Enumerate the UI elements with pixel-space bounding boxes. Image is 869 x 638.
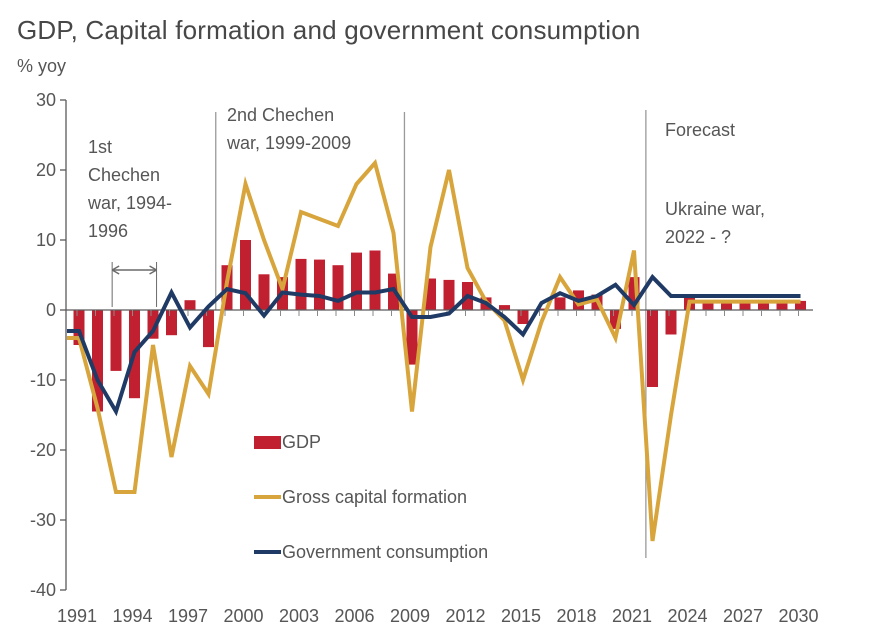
svg-text:2009: 2009	[390, 606, 430, 626]
svg-text:10: 10	[36, 230, 56, 250]
legend-label-gross-capital-formation: Gross capital formation	[282, 486, 468, 507]
svg-text:2000: 2000	[223, 606, 263, 626]
legend-label-gdp: GDP	[282, 431, 322, 452]
svg-text:0: 0	[46, 300, 56, 320]
legend-item-government-consumption: Government consumption	[254, 540, 488, 564]
chart-title: GDP, Capital formation and government co…	[17, 15, 641, 45]
legend-item-gross-capital-formation: Gross capital formation	[254, 485, 467, 509]
svg-text:-30: -30	[30, 510, 56, 530]
svg-text:30: 30	[36, 90, 56, 110]
svg-text:1997: 1997	[168, 606, 208, 626]
svg-text:1991: 1991	[57, 606, 97, 626]
svg-text:2024: 2024	[667, 606, 707, 626]
svg-text:20: 20	[36, 160, 56, 180]
svg-text:2003: 2003	[279, 606, 319, 626]
svg-text:2018: 2018	[556, 606, 596, 626]
svg-text:-10: -10	[30, 370, 56, 390]
svg-text:-40: -40	[30, 580, 56, 600]
annotation-ukraine-war: Ukraine war, 2022 - ?	[665, 199, 766, 247]
y-axis-unit-label: % yoy	[17, 56, 67, 76]
svg-text:-20: -20	[30, 440, 56, 460]
annotation-1st-chechen-war: 1st Chechen war, 1994- 1996	[88, 137, 173, 241]
svg-text:2027: 2027	[723, 606, 763, 626]
svg-text:2021: 2021	[612, 606, 652, 626]
legend-item-gdp: GDP	[254, 430, 321, 454]
svg-text:2030: 2030	[778, 606, 818, 626]
annotation-forecast: Forecast	[665, 120, 736, 140]
svg-text:2006: 2006	[334, 606, 374, 626]
svg-text:2015: 2015	[501, 606, 541, 626]
gdp-bar-swatch	[254, 435, 281, 449]
svg-text:2012: 2012	[445, 606, 485, 626]
gross-capital-formation-line-swatch	[254, 495, 281, 499]
svg-text:1994: 1994	[112, 606, 152, 626]
annotation-2nd-chechen-war: 2nd Chechen war, 1999-2009	[227, 105, 352, 153]
government-consumption-line-swatch	[254, 550, 281, 554]
legend-label-government-consumption: Government consumption	[282, 541, 489, 562]
